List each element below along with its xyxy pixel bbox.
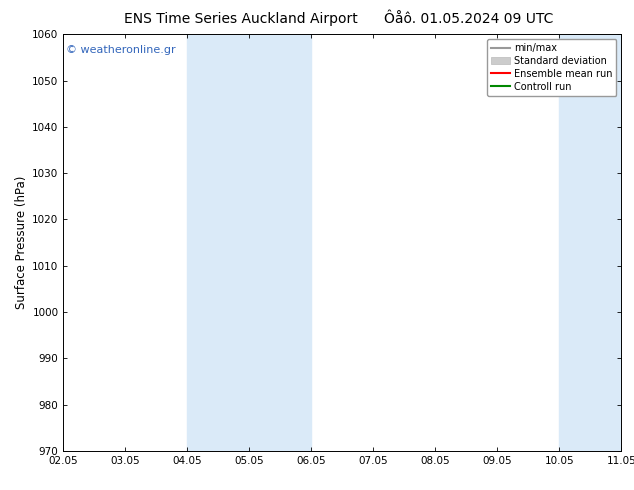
Text: ENS Time Series Auckland Airport: ENS Time Series Auckland Airport bbox=[124, 12, 358, 26]
Text: © weatheronline.gr: © weatheronline.gr bbox=[66, 45, 176, 55]
Bar bbox=[188, 34, 311, 451]
Legend: min/max, Standard deviation, Ensemble mean run, Controll run: min/max, Standard deviation, Ensemble me… bbox=[487, 39, 616, 96]
Y-axis label: Surface Pressure (hPa): Surface Pressure (hPa) bbox=[15, 176, 28, 309]
Bar bbox=[559, 34, 621, 451]
Text: Ôåô. 01.05.2024 09 UTC: Ôåô. 01.05.2024 09 UTC bbox=[384, 12, 554, 26]
